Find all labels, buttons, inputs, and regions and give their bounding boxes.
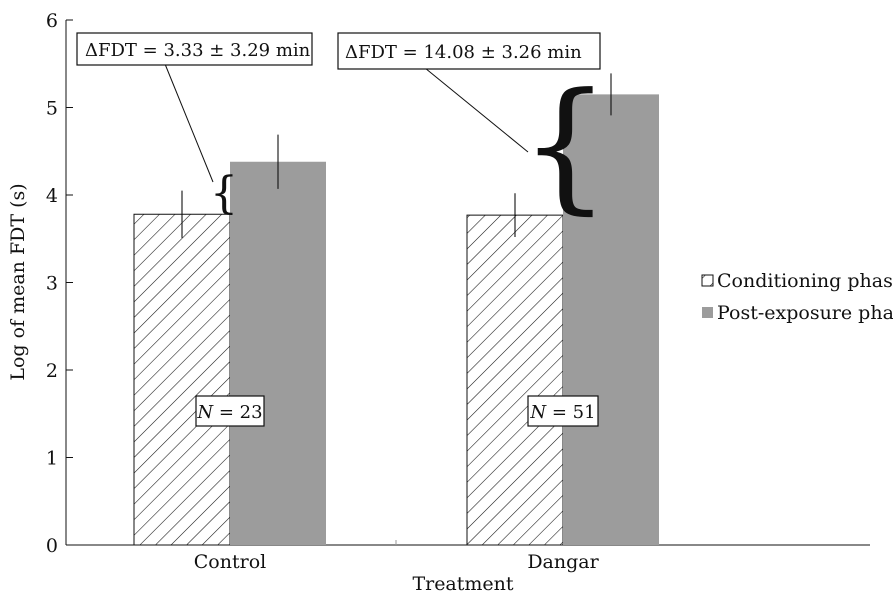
x-axis-title: Treatment xyxy=(412,573,513,595)
y-tick-label: 2 xyxy=(46,360,58,382)
bar-post-exposure xyxy=(230,161,326,545)
annotation-leader-control xyxy=(164,63,214,183)
y-axis-title: Log of mean FDT (s) xyxy=(7,183,29,380)
x-tick-label: Control xyxy=(194,551,266,573)
y-tick-label: 0 xyxy=(46,535,58,557)
y-tick-label: 4 xyxy=(46,185,58,207)
bar-conditioning xyxy=(133,213,231,546)
svg-text:ΔFDT = 3.33 ± 3.29 min: ΔFDT = 3.33 ± 3.29 min xyxy=(85,40,311,61)
annotation-dangar: ΔFDT = 14.08 ± 3.26 min xyxy=(337,32,601,70)
legend-swatch-post-exposure xyxy=(702,307,713,318)
svg-text:N = 23: N = 23 xyxy=(196,402,262,423)
sample-size-control: N = 23 xyxy=(195,395,265,427)
x-tick-label: Dangar xyxy=(527,551,599,573)
y-tick-label: 1 xyxy=(46,448,58,470)
brace-control: { xyxy=(210,168,238,219)
svg-text:ΔFDT = 14.08 ± 3.26 min: ΔFDT = 14.08 ± 3.26 min xyxy=(345,42,582,63)
annotation-leader-dangar xyxy=(424,67,529,153)
y-tick-label: 5 xyxy=(46,98,58,120)
sample-size-dangar: N = 51 xyxy=(527,395,599,427)
y-tick-label: 3 xyxy=(46,273,58,295)
x-ticks: Control Dangar xyxy=(194,540,600,573)
bars xyxy=(133,73,659,546)
y-tick-label: 6 xyxy=(46,10,58,32)
bar-post-exposure xyxy=(563,94,659,545)
bar-conditioning xyxy=(466,214,564,546)
legend-label-conditioning: Conditioning phase xyxy=(717,270,893,292)
y-ticks: 0 1 2 3 4 5 6 xyxy=(46,10,73,557)
legend: Conditioning phase Post-exposure phase xyxy=(701,270,893,324)
svg-text:N = 51: N = 51 xyxy=(529,402,595,423)
brace-dangar: { xyxy=(520,63,610,228)
legend-swatch-conditioning xyxy=(701,274,714,287)
legend-label-post-exposure: Post-exposure phase xyxy=(717,302,893,324)
annotation-control: ΔFDT = 3.33 ± 3.29 min xyxy=(76,32,313,66)
